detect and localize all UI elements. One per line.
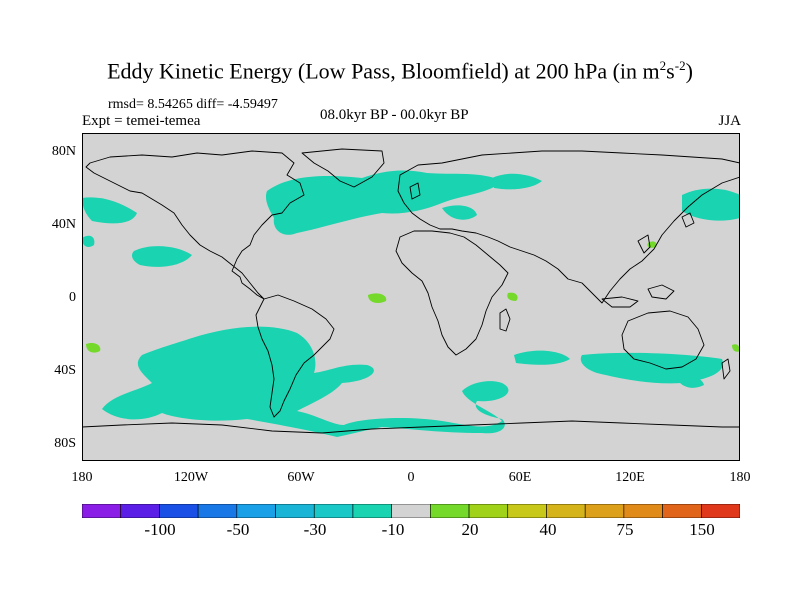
lon-label-180w: 180 [71,470,93,485]
lat-label-80n: 80N [51,144,76,159]
colorbar [82,504,740,518]
colorbar-swatch [275,504,315,518]
colorbar-swatch [584,504,625,518]
colorbar-swatch [507,504,547,518]
lon-label-0: 0 [407,470,415,485]
colorbar-swatch [352,504,392,518]
colorbar-swatch [430,504,470,518]
colorbar-label: -30 [303,520,327,539]
period-label: 08.0kyr BP - 00.0kyr BP [320,107,469,123]
colorbar-swatch [197,504,238,518]
lat-label-eq: 0 [69,290,76,305]
colorbar-swatch [82,504,122,518]
coastlines [82,148,740,434]
colorbar-label: 75 [616,520,634,539]
plot-title: Eddy Kinetic Energy (Low Pass, Bloomfiel… [107,58,693,84]
colorbar-swatch [120,504,160,518]
colorbar-swatch [159,504,199,518]
colorbar-label: 20 [461,520,479,539]
colorbar-label: 40 [539,520,557,539]
lon-label-60w: 60W [287,470,315,485]
colorbar-swatch [236,504,276,518]
world-map [82,133,740,461]
season-label: JJA [718,113,741,129]
lat-label-80s: 80S [54,436,76,451]
stats-text: rmsd= 8.54265 diff= -4.59497 [108,97,278,112]
lon-label-180e: 180 [729,470,751,485]
map-frame [82,133,740,461]
lon-label-60e: 60E [508,470,532,485]
colorbar-label: -10 [381,520,405,539]
experiment-label: Expt = temei-temea [82,113,201,129]
lat-label-40n: 40N [51,217,76,232]
colorbar-swatch [391,504,431,518]
colorbar-swatch [546,504,586,518]
lon-label-120w: 120W [173,470,209,485]
lat-label-40s: 40S [54,363,76,378]
colorbar-swatch [468,504,509,518]
colorbar-swatch [662,504,702,518]
colorbar-swatch [700,504,740,518]
colorbar-label: -50 [226,520,250,539]
colorbar-swatch [623,504,663,518]
negative-anomaly-regions [82,170,740,437]
colorbar-label: -100 [144,520,176,539]
lon-label-120e: 120E [615,470,645,485]
colorbar-swatch [313,504,354,518]
colorbar-label: 150 [689,520,715,539]
